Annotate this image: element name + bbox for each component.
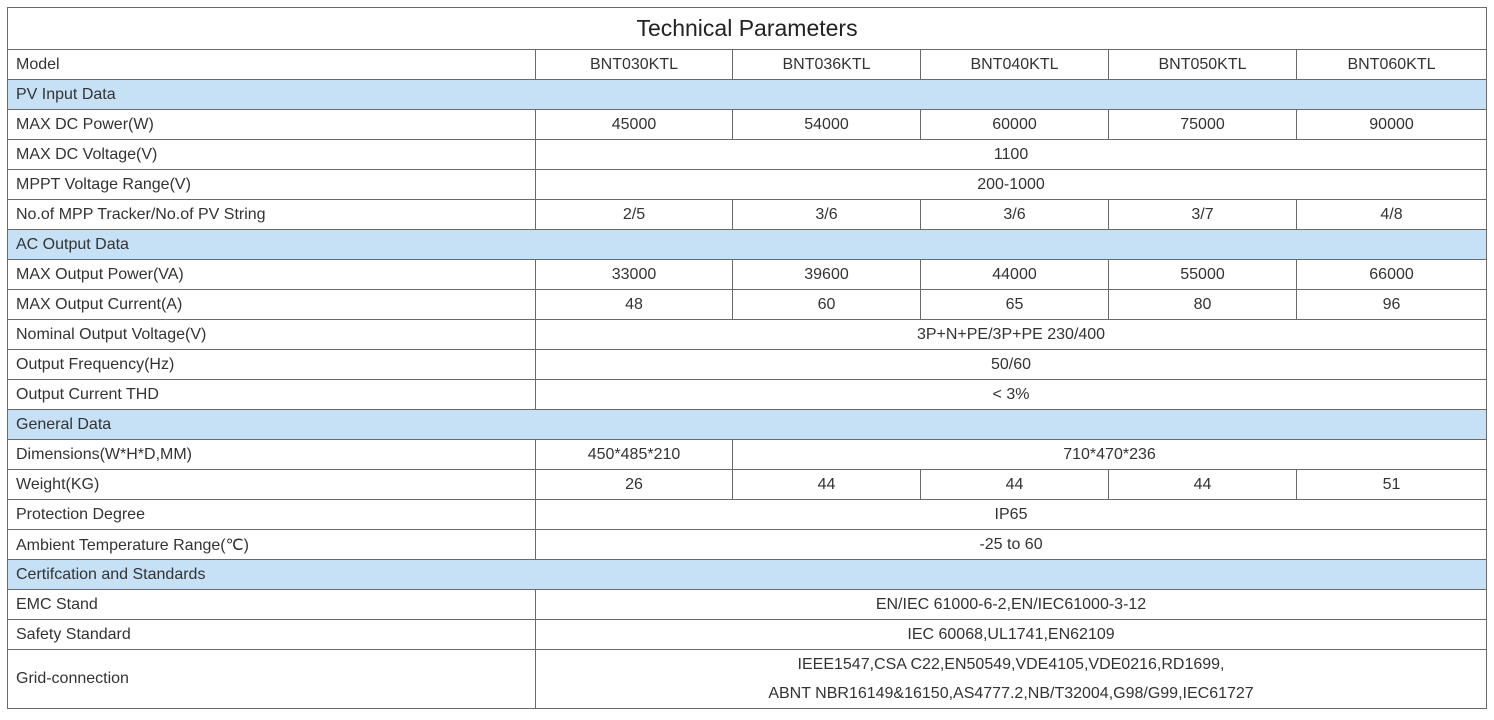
cell: BNT036KTL: [732, 49, 921, 80]
cell: 710*470*236: [731, 439, 1488, 470]
parameters-table: Technical Parameters Model BNT030KTL BNT03…: [6, 7, 1488, 709]
cell: IEC 60068,UL1741,EN62109: [534, 619, 1488, 650]
row-label: No.of MPP Tracker/No.of PV String: [7, 199, 536, 230]
section-title: AC Output Data: [6, 229, 1488, 260]
cell: BNT040KTL: [920, 49, 1109, 80]
cell: 44: [1108, 469, 1297, 500]
row-label: EMC Stand: [7, 589, 536, 620]
table-title: Technical Parameters: [6, 7, 1488, 50]
cell: 45000: [535, 109, 733, 140]
cell: 3P+N+PE/3P+PE 230/400: [534, 319, 1488, 350]
table-row: MAX Output Current(A) 48 60 65 80 96: [7, 289, 1488, 320]
section-row: PV Input Data: [6, 79, 1488, 110]
cell: 96: [1295, 289, 1488, 320]
table-row: Nominal Output Voltage(V) 3P+N+PE/3P+PE 2…: [7, 319, 1488, 350]
cell: 48: [535, 289, 733, 320]
cell: BNT060KTL: [1295, 49, 1488, 80]
cell: 200-1000: [534, 169, 1488, 200]
section-row: AC Output Data: [6, 229, 1488, 260]
row-label: MPPT Voltage Range(V): [7, 169, 536, 200]
cell: IP65: [534, 499, 1488, 530]
table-row: EMC Stand EN/IEC 61000-6-2,EN/IEC61000-3-…: [7, 589, 1488, 620]
section-title: PV Input Data: [6, 79, 1488, 110]
table-row: Weight(KG) 26 44 44 44 51: [7, 469, 1488, 500]
table-row: Safety Standard IEC 60068,UL1741,EN62109: [7, 619, 1488, 650]
table-row: MAX Output Power(VA) 33000 39600 44000 55000…: [7, 259, 1488, 290]
cell: EN/IEC 61000-6-2,EN/IEC61000-3-12: [534, 589, 1488, 620]
cell: 3/7: [1108, 199, 1297, 230]
cell: 51: [1295, 469, 1488, 500]
section-row: Certifcation and Standards: [6, 559, 1488, 590]
cell: < 3%: [534, 379, 1488, 410]
cell: 60: [732, 289, 921, 320]
cell-line: ABNT NBR16149&16150,AS4777.2,NB/T32004,G…: [768, 685, 1254, 702]
table-row: Model BNT030KTL BNT036KTL BNT040KTL BNT050KT…: [7, 49, 1488, 80]
table-row: Output Current THD < 3%: [7, 379, 1488, 410]
cell: 54000: [732, 109, 921, 140]
cell: 44000: [920, 259, 1109, 290]
cell: 2/5: [535, 199, 733, 230]
row-label: Model: [7, 49, 536, 80]
table-row: MPPT Voltage Range(V) 200-1000: [7, 169, 1488, 200]
cell: 66000: [1295, 259, 1488, 290]
row-label: Grid-connection: [7, 649, 536, 709]
cell: 3/6: [920, 199, 1109, 230]
cell: 3/6: [732, 199, 921, 230]
cell: 33000: [535, 259, 733, 290]
table-row: Protection Degree IP65: [7, 499, 1488, 530]
table-row: No.of MPP Tracker/No.of PV String 2/5 3/6 3…: [7, 199, 1488, 230]
table-body: Technical Parameters Model BNT030KTL BNT03…: [6, 7, 1488, 709]
row-label: MAX Output Current(A): [7, 289, 536, 320]
cell: 60000: [920, 109, 1109, 140]
row-label: Dimensions(W*H*D,MM): [7, 439, 536, 470]
cell: 450*485*210: [535, 439, 733, 470]
row-label: Weight(KG): [7, 469, 536, 500]
cell: 44: [732, 469, 921, 500]
cell: 50/60: [534, 349, 1488, 380]
cell: 26: [535, 469, 733, 500]
cell: 65: [920, 289, 1109, 320]
table-row: Dimensions(W*H*D,MM) 450*485*210 710*470*2…: [7, 439, 1488, 470]
row-label: MAX Output Power(VA): [7, 259, 536, 290]
row-label: Output Current THD: [7, 379, 536, 410]
cell: 44: [920, 469, 1109, 500]
row-label: MAX DC Power(W): [7, 109, 536, 140]
cell: BNT030KTL: [535, 49, 733, 80]
row-label: MAX DC Voltage(V): [7, 139, 536, 170]
row-label: Protection Degree: [7, 499, 536, 530]
cell: 4/8: [1295, 199, 1488, 230]
row-label: Ambient Temperature Range(℃): [7, 529, 536, 560]
title-row: Technical Parameters: [6, 7, 1488, 50]
row-label: Output Frequency(Hz): [7, 349, 536, 380]
section-row: General Data: [6, 409, 1488, 440]
table-row: Output Frequency(Hz) 50/60: [7, 349, 1488, 380]
section-title: General Data: [6, 409, 1488, 440]
table-row: MAX DC Power(W) 45000 54000 60000 75000 90000: [7, 109, 1488, 140]
cell: IEEE1547,CSA C22,EN50549,VDE4105,VDE0216…: [534, 649, 1488, 709]
row-label: Nominal Output Voltage(V): [7, 319, 536, 350]
row-label: Safety Standard: [7, 619, 536, 650]
table-row: Ambient Temperature Range(℃) -25 to 60: [7, 529, 1488, 560]
cell: 39600: [732, 259, 921, 290]
cell: -25 to 60: [534, 529, 1488, 560]
cell: BNT050KTL: [1108, 49, 1297, 80]
cell: 75000: [1108, 109, 1297, 140]
table-row: MAX DC Voltage(V) 1100: [7, 139, 1488, 170]
cell: 90000: [1295, 109, 1488, 140]
table-row: Grid-connection IEEE1547,CSA C22,EN50549,…: [7, 649, 1488, 709]
cell: 55000: [1108, 259, 1297, 290]
cell: 80: [1108, 289, 1297, 320]
section-title: Certifcation and Standards: [6, 559, 1488, 590]
cell-line: IEEE1547,CSA C22,EN50549,VDE4105,VDE0216…: [797, 656, 1225, 673]
cell: 1100: [534, 139, 1488, 170]
